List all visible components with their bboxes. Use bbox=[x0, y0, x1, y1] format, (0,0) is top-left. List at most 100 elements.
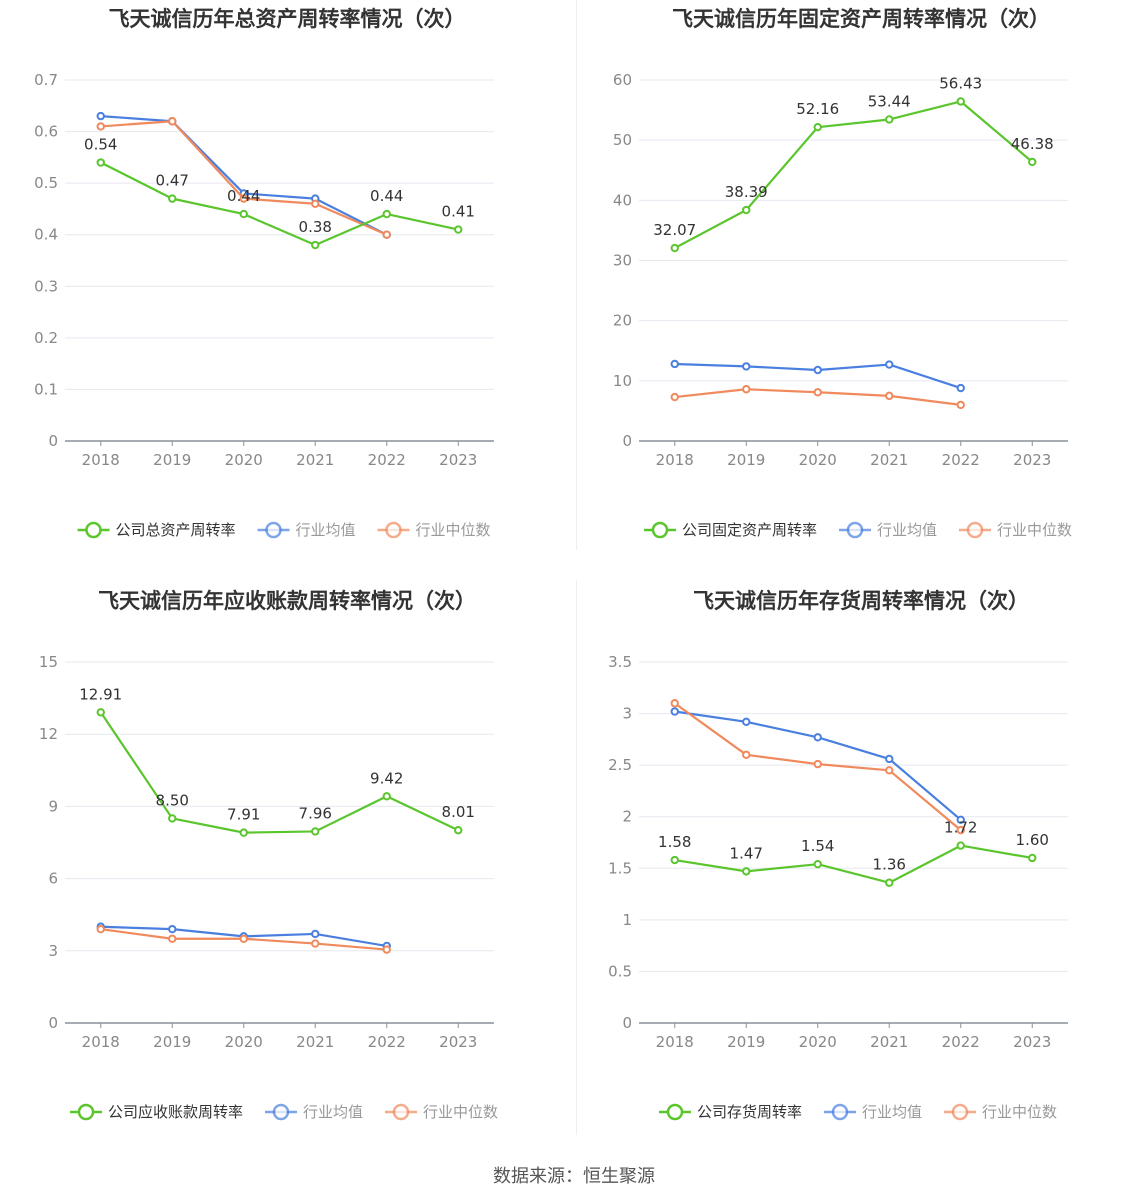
chart4-ytick-label: 1 bbox=[622, 911, 632, 929]
chart2-data-label: 32.07 bbox=[653, 221, 696, 239]
chart4-xtick-label: 2018 bbox=[656, 1033, 694, 1051]
chart1-industry-median-point bbox=[96, 122, 105, 131]
chart3-legend-item-company[interactable]: 公司应收账款周转率 bbox=[70, 1103, 243, 1121]
chart3-company-line bbox=[99, 711, 459, 834]
chart4-industry-avg-point bbox=[742, 717, 751, 727]
chart1-xtick-label: 2020 bbox=[225, 451, 263, 469]
chart4-xtick-label: 2021 bbox=[870, 1033, 908, 1051]
chart3-legend-marker bbox=[77, 1103, 95, 1121]
chart4-data-label: 1.72 bbox=[944, 819, 977, 837]
chart3-industry-avg-point bbox=[311, 929, 320, 939]
chart4-company-point bbox=[885, 878, 894, 887]
chart4-legend-marker bbox=[831, 1103, 849, 1121]
chart4-industry-avg-point bbox=[885, 754, 894, 764]
chart4-xtick-label: 2023 bbox=[1013, 1033, 1051, 1051]
chart4-ytick-label: 0 bbox=[622, 1014, 632, 1032]
chart2-company-point bbox=[742, 205, 751, 215]
chart2-xtick-label: 2022 bbox=[942, 451, 980, 469]
chart3-ytick-label: 12 bbox=[39, 725, 58, 743]
chart2-company-line bbox=[674, 100, 1033, 250]
chart2-legend-marker bbox=[846, 521, 864, 539]
chart4-ytick-label: 0.5 bbox=[608, 962, 632, 980]
chart1-xtick-label: 2023 bbox=[439, 451, 477, 469]
chart3-company-point bbox=[454, 826, 463, 835]
chart3-industry-median-point bbox=[96, 924, 105, 934]
chart1-ytick-label: 0.2 bbox=[34, 329, 58, 347]
chart3-ytick-label: 6 bbox=[48, 870, 58, 888]
chart3-data-label: 8.01 bbox=[442, 803, 475, 821]
chart4-legend-label: 行业中位数 bbox=[982, 1103, 1057, 1121]
chart2-legend-marker bbox=[651, 521, 669, 539]
chart1-data-label: 0.44 bbox=[227, 187, 260, 205]
chart2-company-point bbox=[956, 97, 965, 106]
chart4-industry-median-point bbox=[670, 699, 679, 708]
chart1-legend-item-industry-avg[interactable]: 行业均值 bbox=[257, 521, 356, 539]
chart4-industry-median-point bbox=[956, 825, 965, 835]
chart4-legend-item-industry-avg[interactable]: 行业均值 bbox=[824, 1103, 922, 1121]
chart4-company-point bbox=[1028, 853, 1037, 863]
chart1-xtick-label: 2018 bbox=[82, 451, 120, 469]
chart-panel-fixed-assets: 飞天诚信历年固定资产周转率情况（次） 0 10 20 30 40 50 60 2018 2019 2… bbox=[574, 0, 1148, 580]
chart4-data-label: 1.47 bbox=[730, 844, 763, 862]
chart3-industry-median-point bbox=[239, 934, 248, 943]
chart1-company-point bbox=[454, 225, 463, 234]
chart2-data-label: 53.44 bbox=[868, 92, 911, 110]
chart2-xtick-label: 2018 bbox=[656, 451, 694, 469]
chart2-industry-median-point bbox=[742, 385, 751, 394]
chart1-company-point bbox=[168, 194, 177, 203]
chart3-legend-item-industry-avg[interactable]: 行业均值 bbox=[265, 1103, 363, 1121]
chart1-industry-median-point bbox=[239, 194, 248, 203]
chart2-legend-item-industry-median[interactable]: 行业中位数 bbox=[959, 521, 1072, 539]
chart-panel-total-assets: 飞天诚信历年总资产周转率情况（次） 0 0.1 0.2 0.3 0.4 0.5 0.6 0.7 2… bbox=[0, 0, 574, 580]
chart3-ytick-label: 0 bbox=[48, 1014, 58, 1032]
chart2-industry-median-point bbox=[670, 392, 679, 402]
chart3-ytick-label: 3 bbox=[48, 942, 58, 960]
chart-panel-inventory: 飞天诚信历年存货周转率情况（次） 0 0.5 1 1.5 2 2.5 3 3.5 2018 2019… bbox=[574, 582, 1148, 1162]
chart4-legend-marker bbox=[951, 1103, 969, 1121]
chart2-ytick-label: 10 bbox=[613, 372, 632, 390]
chart1-industry-median-point bbox=[311, 199, 320, 208]
chart-svg-inventory: 飞天诚信历年存货周转率情况（次） 0 0.5 1 1.5 2 2.5 3 3.5 2018 2019… bbox=[608, 589, 1068, 1121]
chart4-legend-item-industry-median[interactable]: 行业中位数 bbox=[944, 1103, 1057, 1121]
chart2-title: 飞天诚信历年固定资产周转率情况（次） bbox=[672, 7, 1050, 31]
chart1-legend-label: 行业中位数 bbox=[416, 521, 491, 539]
chart3-company-point bbox=[168, 814, 177, 823]
chart1-ytick-label: 0.3 bbox=[34, 277, 58, 295]
chart2-ytick-label: 50 bbox=[613, 131, 632, 149]
data-source-note: 数据来源：恒生聚源 bbox=[493, 1166, 655, 1187]
chart3-legend-marker bbox=[392, 1103, 410, 1121]
chart1-ytick-label: 0.6 bbox=[34, 123, 58, 141]
chart4-industry-avg-point bbox=[670, 707, 679, 716]
chart1-legend-item-company[interactable]: 公司总资产周转率 bbox=[77, 521, 236, 539]
chart3-xtick-label: 2020 bbox=[225, 1033, 263, 1051]
chart4-xtick-label: 2020 bbox=[799, 1033, 837, 1051]
chart4-title: 飞天诚信历年存货周转率情况（次） bbox=[693, 589, 1029, 613]
chart1-legend-item-industry-median[interactable]: 行业中位数 bbox=[377, 521, 491, 539]
chart3-industry-median-point bbox=[382, 945, 391, 954]
chart4-legend-label: 公司存货周转率 bbox=[697, 1103, 802, 1121]
chart2-legend-item-company[interactable]: 公司固定资产周转率 bbox=[644, 521, 817, 539]
chart2-industry-avg-point bbox=[670, 359, 679, 369]
chart3-data-label: 9.42 bbox=[370, 769, 403, 787]
chart2-industry-avg-point bbox=[885, 360, 894, 369]
chart3-ytick-label: 9 bbox=[48, 797, 58, 815]
chart4-data-label: 1.58 bbox=[658, 833, 691, 851]
chart2-industry-avg-point bbox=[742, 362, 751, 371]
chart4-company-line bbox=[674, 844, 1033, 884]
chart3-legend-label: 行业中位数 bbox=[423, 1103, 498, 1121]
chart3-legend-item-industry-median[interactable]: 行业中位数 bbox=[385, 1103, 498, 1121]
chart4-data-label: 1.54 bbox=[801, 837, 834, 855]
chart2-ytick-label: 30 bbox=[613, 252, 632, 270]
chart2-industry-median-point bbox=[813, 388, 822, 397]
chart4-xtick-label: 2022 bbox=[942, 1033, 980, 1051]
chart2-legend-item-industry-avg[interactable]: 行业均值 bbox=[839, 521, 937, 539]
chart3-industry-median-point bbox=[168, 934, 177, 943]
chart4-legend-marker bbox=[666, 1103, 684, 1121]
chart4-data-label: 1.60 bbox=[1016, 831, 1049, 849]
chart1-data-label: 0.41 bbox=[442, 203, 475, 221]
chart4-ytick-label: 2.5 bbox=[608, 756, 632, 774]
chart1-data-label: 0.47 bbox=[156, 172, 189, 190]
chart3-xtick-label: 2018 bbox=[82, 1033, 120, 1051]
chart4-industry-avg-point bbox=[956, 815, 965, 825]
chart4-legend-item-company[interactable]: 公司存货周转率 bbox=[659, 1103, 802, 1121]
